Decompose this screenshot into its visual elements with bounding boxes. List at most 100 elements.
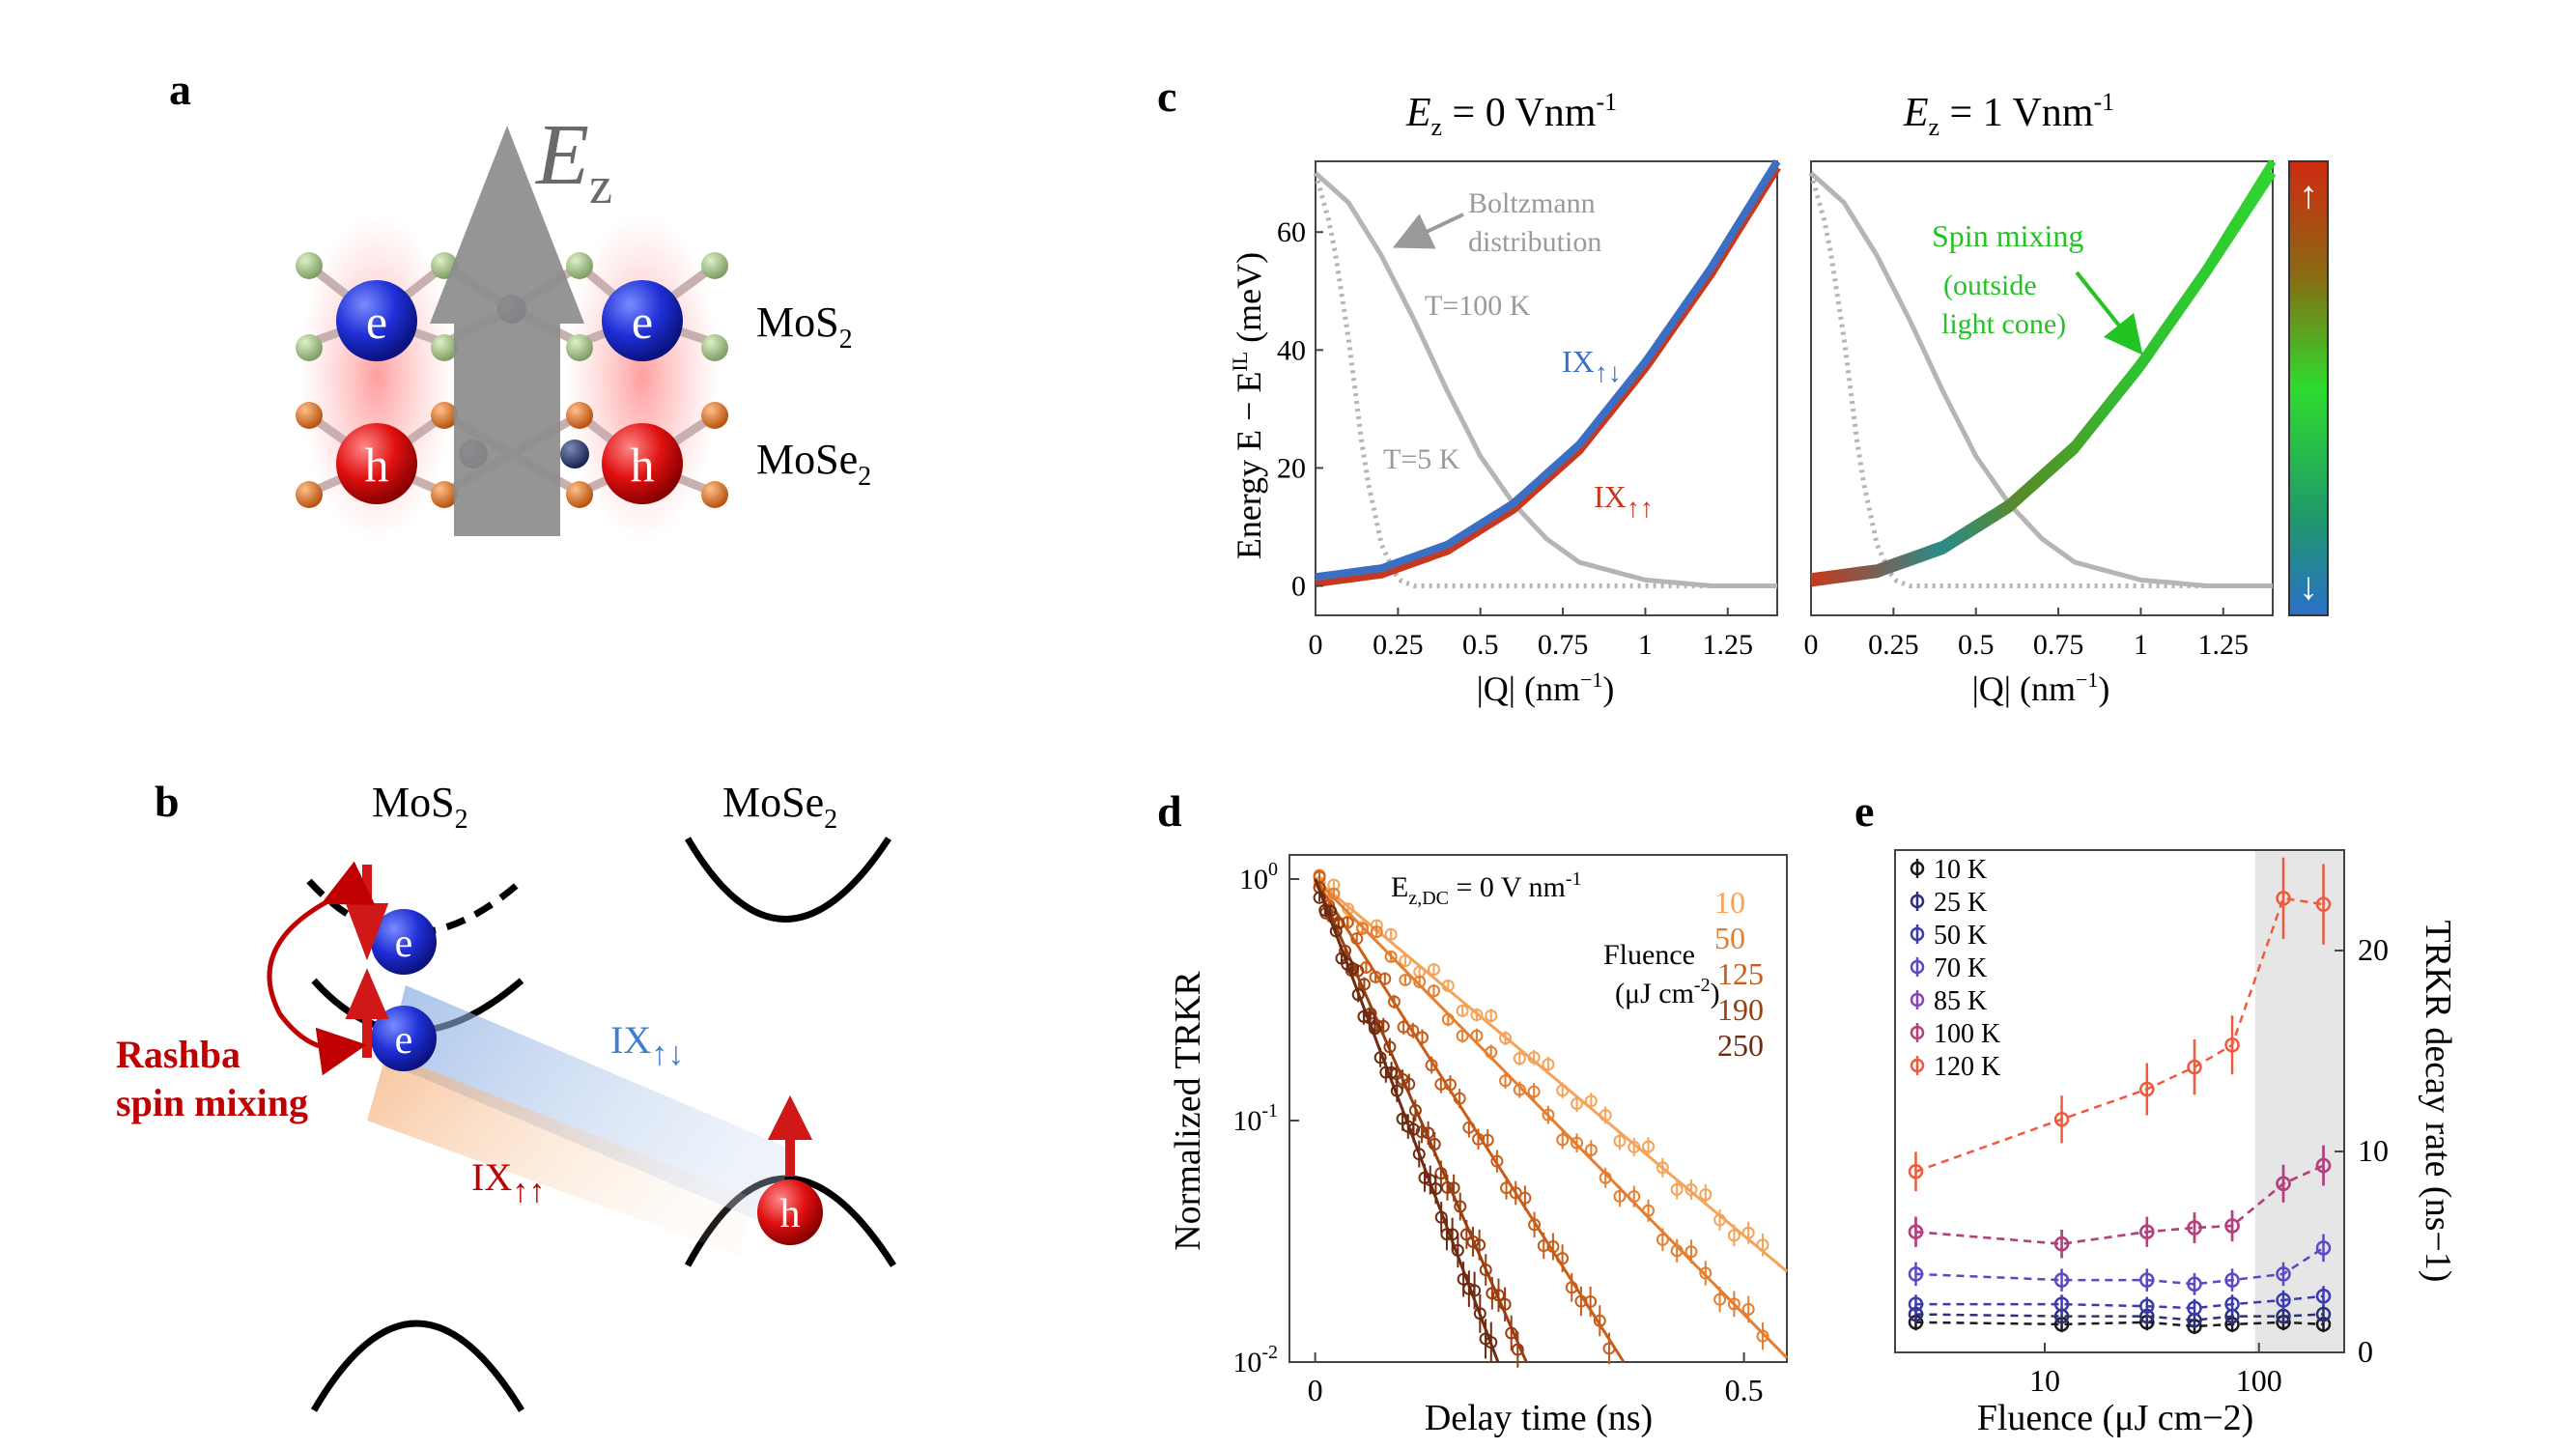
data-point bbox=[1327, 887, 1341, 900]
mos2-valence-band bbox=[310, 1320, 524, 1412]
data-point bbox=[1373, 1051, 1387, 1065]
data-point bbox=[1441, 1180, 1455, 1194]
electron-left: e bbox=[336, 280, 417, 361]
rashba-label-1: Rashba bbox=[116, 1033, 241, 1076]
data-point bbox=[1584, 1294, 1598, 1308]
c-xtick-label: 1.25 bbox=[1703, 629, 1754, 661]
e-xticks: 10 100 bbox=[2029, 1343, 2282, 1398]
c-right-frame bbox=[1810, 160, 2274, 616]
data-point bbox=[1908, 1296, 1924, 1312]
data-point bbox=[1499, 1074, 1513, 1088]
data-point bbox=[1593, 1314, 1606, 1327]
hole-label: h bbox=[365, 438, 389, 492]
data-point bbox=[1642, 1140, 1656, 1153]
panel-c-dispersion: Ez = 0 Vnm-1 Ez = 1 Vnm-1 Energy E − EIL… bbox=[1228, 88, 2329, 708]
d-xtick-label: 0.5 bbox=[1725, 1373, 1764, 1407]
spin-mixing-label-1: Spin mixing bbox=[1932, 218, 2083, 253]
data-point bbox=[1727, 1229, 1741, 1242]
data-point bbox=[1565, 1281, 1578, 1294]
panel-b-band-diagram: MoS2 MoSe2 e e h Rashba spin mixing IX↑↓… bbox=[116, 779, 896, 1412]
data-point bbox=[1485, 1045, 1498, 1059]
rashba-arrow bbox=[267, 861, 376, 1076]
data-point bbox=[1556, 1084, 1570, 1097]
data-point bbox=[1642, 1204, 1656, 1217]
data-point bbox=[1486, 1287, 1499, 1300]
data-point bbox=[1470, 1009, 1484, 1022]
electron-upper bbox=[371, 909, 437, 975]
beam-ix-updown bbox=[386, 985, 792, 1227]
data-point bbox=[1422, 1126, 1435, 1140]
data-point bbox=[1406, 1024, 1420, 1037]
data-point bbox=[1412, 1148, 1426, 1161]
c-left-xlabel: |Q| (nm−1) bbox=[1477, 668, 1615, 708]
data-point bbox=[1756, 1329, 1769, 1343]
data-point bbox=[1574, 1294, 1588, 1308]
data-point bbox=[1434, 1210, 1448, 1224]
c-ytick-label: 0 bbox=[1291, 570, 1306, 602]
data-point bbox=[1408, 1104, 1422, 1118]
data-point bbox=[1324, 904, 1338, 918]
electron-label: e bbox=[366, 295, 387, 349]
legend-marker bbox=[1910, 894, 1925, 909]
data-point bbox=[1413, 975, 1427, 988]
data-point bbox=[1383, 1040, 1397, 1054]
d-legend-entry: 10 bbox=[1714, 885, 1745, 920]
c-xtick-label: 0 bbox=[1804, 629, 1819, 661]
data-point bbox=[1434, 1077, 1448, 1091]
e-ylabel: TRKR decay rate (ns−1) bbox=[2418, 921, 2458, 1283]
data-point bbox=[1428, 984, 1441, 998]
d-legend-entry: 50 bbox=[1714, 921, 1745, 955]
panel-e-decay-rate: 0 10 20 10 100 TRKR decay rate (ns−1) Fluen… bbox=[1894, 849, 2458, 1438]
data-point bbox=[1500, 1181, 1514, 1195]
d-ytick-label: 10-2 bbox=[1232, 1342, 1278, 1378]
data-point bbox=[1451, 1243, 1464, 1257]
d-yticks: 100 10-1 10-2 bbox=[1232, 859, 1299, 1378]
data-point bbox=[1537, 1239, 1550, 1253]
c-xtick-label: 1 bbox=[1638, 629, 1653, 661]
data-point bbox=[2276, 1293, 2291, 1308]
d-frame bbox=[1288, 854, 1788, 1363]
data-point bbox=[1542, 1108, 1555, 1122]
e-legend-entry: 120 K bbox=[1934, 1052, 2000, 1082]
mose2-conduction-band bbox=[684, 837, 892, 923]
data-point bbox=[2139, 1298, 2155, 1314]
label-mose2-b: MoSe2 bbox=[722, 779, 837, 835]
data-point bbox=[2224, 1296, 2240, 1312]
data-point bbox=[1613, 1189, 1627, 1203]
field-arrow bbox=[430, 126, 584, 536]
data-point bbox=[1509, 1186, 1522, 1200]
colorbar-up-icon: ↑ bbox=[2299, 173, 2318, 216]
electron-label: e bbox=[632, 295, 653, 349]
spin-colorbar bbox=[2288, 160, 2329, 616]
data-point bbox=[2315, 1157, 2332, 1174]
data-point bbox=[1656, 1161, 1669, 1175]
hole-right: h bbox=[602, 423, 683, 504]
data-point bbox=[1656, 1233, 1669, 1246]
data-point bbox=[1407, 1122, 1421, 1136]
data-point bbox=[2139, 1224, 2155, 1239]
data-point bbox=[1699, 1188, 1713, 1202]
c-xtick-label: 0.75 bbox=[1538, 629, 1589, 661]
data-point bbox=[2224, 1218, 2240, 1234]
data-point bbox=[1387, 995, 1401, 1009]
c-right-xlabel: |Q| (nm−1) bbox=[1972, 668, 2110, 708]
data-point bbox=[1727, 1297, 1741, 1311]
data-point bbox=[1473, 1307, 1486, 1321]
data-point bbox=[1513, 1052, 1526, 1065]
data-point bbox=[2315, 1306, 2332, 1322]
beam-ix-upup bbox=[367, 1053, 753, 1256]
legend-marker bbox=[1910, 1058, 1925, 1073]
e-plot-area bbox=[1908, 857, 2332, 1335]
data-point bbox=[1908, 1266, 1924, 1282]
d-plot-area bbox=[1313, 868, 1789, 1368]
d-xlabel: Delay time (ns) bbox=[1425, 1398, 1653, 1438]
data-point bbox=[1602, 1342, 1616, 1355]
e-ytick-label: 10 bbox=[2358, 1133, 2389, 1168]
data-point bbox=[1441, 1012, 1455, 1026]
data-point bbox=[1741, 1226, 1755, 1239]
data-point bbox=[1741, 1302, 1755, 1316]
spin-mixing-label-3: light cone) bbox=[1941, 308, 2066, 340]
data-point bbox=[1599, 1171, 1612, 1184]
data-point bbox=[2187, 1220, 2202, 1236]
